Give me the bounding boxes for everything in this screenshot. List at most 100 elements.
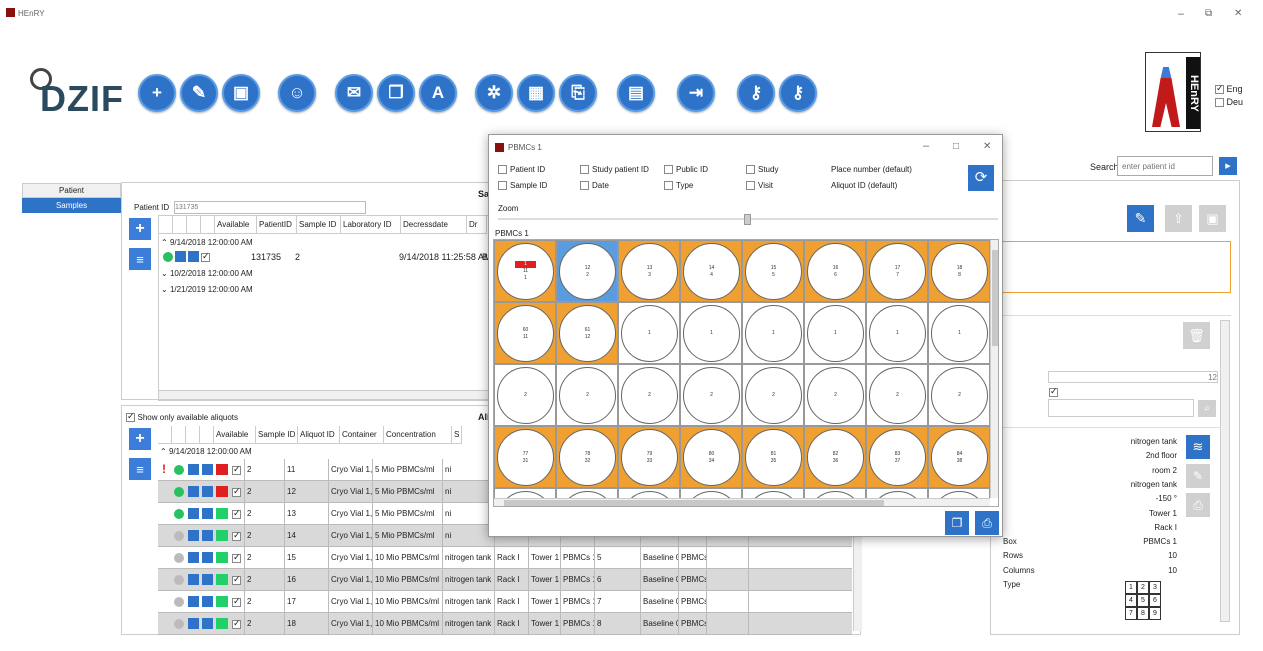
box-well[interactable]: 2 [680, 364, 742, 426]
box-well[interactable]: 2 [866, 364, 928, 426]
doc-icon[interactable] [188, 618, 199, 629]
settings-button[interactable]: ✲ [475, 74, 513, 112]
users-button[interactable]: ☺ [278, 74, 316, 112]
zoom-slider-thumb[interactable] [744, 214, 751, 225]
box-vscroll[interactable] [990, 240, 998, 498]
box-well[interactable]: 77 31 [494, 426, 556, 488]
box-well[interactable]: 1 [680, 302, 742, 364]
available-checkbox[interactable] [232, 596, 241, 608]
box-well[interactable]: 2 [556, 364, 618, 426]
option-checkbox[interactable] [746, 181, 755, 191]
box-hscroll[interactable] [494, 498, 990, 506]
aliquot-group[interactable]: ⌃ 9/14/2018 12:00:00 AM [160, 447, 252, 456]
copy-button[interactable]: ❐ [945, 511, 969, 535]
doc-icon[interactable] [188, 486, 199, 497]
add-sample-button[interactable]: + [129, 218, 151, 240]
option-sample-id[interactable]: Sample ID [498, 181, 547, 191]
tab-patient[interactable]: Patient [22, 183, 121, 198]
logout-button[interactable]: ⇥ [677, 74, 715, 112]
add-button[interactable]: + [138, 74, 176, 112]
box-well[interactable]: 13 3 [618, 240, 680, 302]
box-well[interactable]: 2 [618, 364, 680, 426]
edit-button[interactable]: ✎ [180, 74, 218, 112]
option-public-id[interactable]: Public ID [664, 165, 708, 175]
box-well[interactable]: 2 [804, 364, 866, 426]
refresh-button[interactable]: ⟳ [968, 165, 994, 191]
option-checkbox[interactable] [580, 165, 589, 175]
export-button[interactable]: ⎘ [559, 74, 597, 112]
layers-button[interactable]: ≋ [1186, 435, 1210, 459]
available-checkbox[interactable] [232, 486, 241, 498]
search-go-button[interactable]: ▸ [1219, 157, 1237, 175]
box-well[interactable]: 2 [494, 364, 556, 426]
box-hscroll-thumb[interactable] [504, 500, 884, 506]
available-checkbox[interactable] [201, 251, 210, 263]
box-well[interactable]: 60 11 [494, 302, 556, 364]
upload-detail-button[interactable]: ⇧ [1165, 205, 1192, 232]
edit-detail-button[interactable]: ✎ [1127, 205, 1154, 232]
box-well[interactable]: 2 [928, 364, 990, 426]
key-button[interactable]: ⚷ [737, 74, 775, 112]
box-well[interactable]: 80 34 [680, 426, 742, 488]
samples-hscroll[interactable] [159, 390, 492, 399]
show-available-toggle[interactable]: Show only available aliquots [126, 411, 238, 423]
box-well[interactable]: 1 [928, 302, 990, 364]
save-button[interactable]: ▣ [222, 74, 260, 112]
box-well[interactable]: 1 [742, 302, 804, 364]
option-date[interactable]: Date [580, 181, 609, 191]
available-checkbox[interactable] [232, 618, 241, 630]
expand-icon[interactable]: ⌄ [161, 269, 168, 278]
info-icon[interactable] [202, 508, 213, 519]
available-checkbox[interactable] [232, 552, 241, 564]
dialog-close-button[interactable]: ✕ [983, 141, 992, 152]
detail-search-field[interactable] [1048, 399, 1194, 417]
option-checkbox[interactable] [746, 165, 755, 175]
option-type[interactable]: Type [664, 181, 693, 191]
detail-checkbox[interactable] [1049, 386, 1058, 398]
group-3[interactable]: ⌄ 1/21/2019 12:00:00 AM [161, 285, 253, 294]
doc-icon[interactable] [188, 552, 199, 563]
box-well[interactable]: 15 5 [742, 240, 804, 302]
option-study[interactable]: Study [746, 165, 778, 175]
dialog-minimize-button[interactable]: – [923, 140, 930, 152]
qr-button[interactable]: ▦ [517, 74, 555, 112]
box-vscroll-thumb[interactable] [992, 250, 998, 346]
archive-button[interactable]: ▤ [617, 74, 655, 112]
box-well[interactable]: 12 2 [556, 240, 618, 302]
option-visit[interactable]: Visit [746, 181, 773, 191]
minimize-button[interactable]: – [1178, 8, 1185, 20]
option-checkbox[interactable] [580, 181, 589, 191]
option-study-patient-id[interactable]: Study patient ID [580, 165, 649, 175]
list-sample-button[interactable]: ≡ [129, 248, 151, 270]
available-checkbox[interactable] [232, 574, 241, 586]
box-well[interactable]: 17 7 [866, 240, 928, 302]
box-well[interactable]: 16 6 [804, 240, 866, 302]
number-field[interactable] [1048, 371, 1218, 383]
restore-button[interactable]: ⧉ [1205, 8, 1213, 19]
option-checkbox[interactable] [664, 181, 673, 191]
show-available-checkbox[interactable] [126, 411, 135, 423]
box-well[interactable]: 81 35 [742, 426, 804, 488]
box-well[interactable]: 1 [804, 302, 866, 364]
key2-button[interactable]: ⚷ [779, 74, 817, 112]
info-icon[interactable] [202, 530, 213, 541]
lang-deu-checkbox[interactable] [1215, 98, 1224, 108]
box-well[interactable]: 18 8 [928, 240, 990, 302]
doc-icon[interactable] [188, 464, 199, 475]
expand-icon[interactable]: ⌃ [161, 238, 168, 247]
available-checkbox[interactable] [232, 508, 241, 520]
expand-icon[interactable]: ⌄ [161, 285, 168, 294]
option-checkbox[interactable] [498, 181, 507, 191]
print-button[interactable]: ⎙ [975, 511, 999, 535]
delete-button[interactable]: 🗑 [1183, 322, 1210, 349]
save-detail-button[interactable]: ▣ [1199, 205, 1226, 232]
box-well[interactable]: 84 38 [928, 426, 990, 488]
info-icon[interactable] [202, 618, 213, 629]
print-location-button[interactable]: ⎙ [1186, 493, 1210, 517]
box-well[interactable]: 82 36 [804, 426, 866, 488]
available-checkbox[interactable] [232, 530, 241, 542]
doc-icon[interactable] [175, 251, 186, 262]
